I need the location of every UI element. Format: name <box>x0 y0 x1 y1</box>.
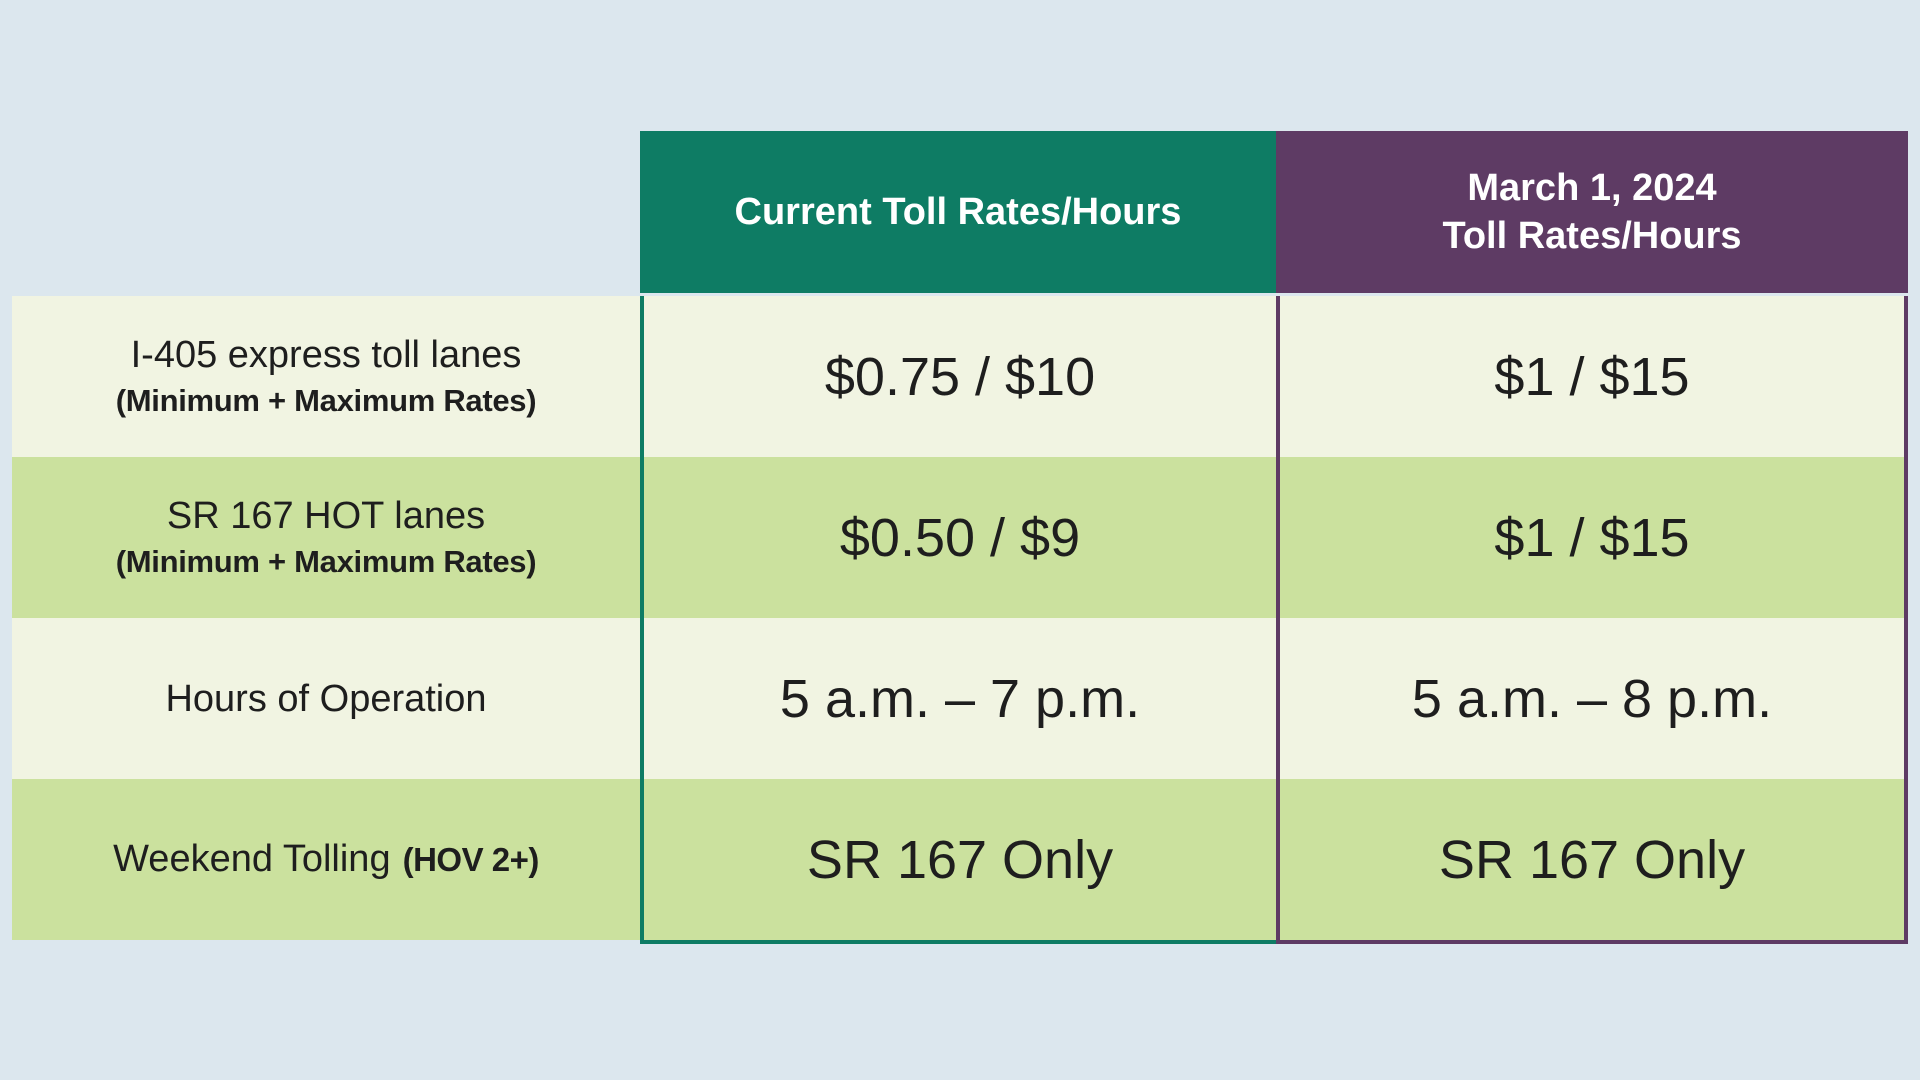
column-header-march: March 1, 2024 Toll Rates/Hours <box>1276 131 1908 293</box>
row-label-main: Weekend Tolling <box>113 838 391 880</box>
row-label-sr167: SR 167 HOT lanes (Minimum + Maximum Rate… <box>12 457 640 618</box>
column-header-march-label: March 1, 2024 Toll Rates/Hours <box>1442 164 1741 260</box>
cell-march-i405-rates: $1 / $15 <box>1280 296 1904 457</box>
cell-march-sr167-rates: $1 / $15 <box>1280 457 1904 618</box>
column-current-body: $0.75 / $10 $0.50 / $9 5 a.m. – 7 p.m. S… <box>640 296 1276 944</box>
row-sublabel: (Minimum + Maximum Rates) <box>115 543 537 579</box>
row-label-hours: Hours of Operation <box>12 618 640 779</box>
column-march-body: $1 / $15 $1 / $15 5 a.m. – 8 p.m. SR 167… <box>1276 296 1908 944</box>
cell-current-weekend: SR 167 Only <box>644 779 1276 940</box>
cell-current-sr167-rates: $0.50 / $9 <box>644 457 1276 618</box>
cell-current-hours: 5 a.m. – 7 p.m. <box>644 618 1276 779</box>
column-header-current-label: Current Toll Rates/Hours <box>734 191 1182 233</box>
cell-current-i405-rates: $0.75 / $10 <box>644 296 1276 457</box>
row-label-text: Hours of Operation <box>165 675 486 723</box>
row-label-i405: I-405 express toll lanes (Minimum + Maxi… <box>12 296 640 457</box>
row-label-main: SR 167 HOT lanes <box>166 494 486 537</box>
row-label-text: SR 167 HOT lanes <box>167 492 485 540</box>
row-label-column: I-405 express toll lanes (Minimum + Maxi… <box>12 296 640 940</box>
row-label-weekend: Weekend Tolling (HOV 2+) <box>12 779 640 940</box>
row-label-text: Weekend Tolling (HOV 2+) <box>113 835 539 884</box>
column-header-current: Current Toll Rates/Hours <box>640 131 1276 293</box>
cell-march-hours: 5 a.m. – 8 p.m. <box>1280 618 1904 779</box>
cell-march-weekend: SR 167 Only <box>1280 779 1904 940</box>
row-sublabel: (Minimum + Maximum Rates) <box>115 382 537 418</box>
column-header-march-line2: Toll Rates/Hours <box>1442 215 1742 257</box>
row-label-main: Hours of Operation <box>165 677 487 720</box>
row-label-suffix: (HOV 2+) <box>402 841 540 878</box>
row-label-main: I-405 express toll lanes <box>130 333 522 376</box>
row-label-text: I-405 express toll lanes <box>131 331 522 379</box>
column-header-march-line1: March 1, 2024 <box>1467 167 1717 209</box>
